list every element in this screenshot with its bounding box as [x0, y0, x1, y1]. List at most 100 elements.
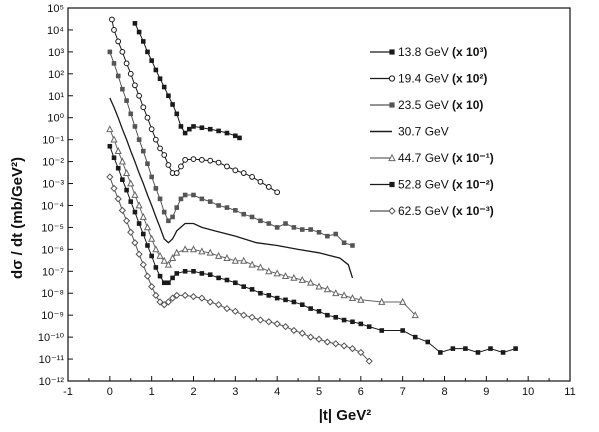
data-point	[266, 293, 272, 298]
y-tick-label: 10⁵	[47, 3, 64, 15]
data-point	[153, 67, 159, 73]
legend-label: 52.8 GeV (x 10⁻²)	[398, 178, 494, 192]
data-point	[348, 294, 357, 302]
data-point	[216, 203, 221, 208]
data-point	[166, 280, 171, 286]
data-point	[316, 309, 322, 314]
data-point	[388, 75, 396, 82]
data-point	[145, 49, 150, 55]
data-point	[438, 350, 443, 355]
data-point	[223, 253, 231, 261]
data-point	[135, 250, 143, 258]
legend-scale-factor: (x 10⁻²)	[452, 178, 494, 192]
data-point	[207, 272, 213, 277]
legend-entry: 62.5 GeV (x 10⁻³)	[370, 204, 494, 218]
y-tick-label: 10⁻⁷	[42, 266, 64, 278]
legend-label: 30.7 GeV	[398, 125, 449, 139]
data-point	[315, 282, 323, 290]
data-point	[266, 221, 272, 226]
data-point	[166, 218, 171, 224]
y-axis-title: dσ / dt (mb/GeV²)	[9, 157, 26, 279]
data-point	[341, 240, 347, 246]
data-point	[122, 168, 131, 176]
data-point	[115, 38, 122, 45]
series-line	[109, 176, 370, 362]
data-point	[233, 133, 238, 139]
data-point	[223, 304, 231, 313]
data-point	[340, 291, 348, 299]
data-point	[463, 346, 468, 351]
data-point	[127, 228, 135, 236]
data-point	[233, 280, 238, 286]
data-point	[256, 316, 265, 324]
data-point	[500, 350, 506, 355]
x-tick-label: 8	[441, 386, 447, 398]
data-point	[206, 248, 214, 256]
data-point	[153, 265, 159, 270]
data-point	[248, 313, 256, 321]
y-axis-ticks: 10⁻¹² 10⁻¹¹ 10⁻¹⁰ 10⁻⁹ 10⁻⁸ 10⁻⁷ 10⁻⁶ 10⁻⁵ 10⁻⁴ 1…	[38, 3, 73, 388]
series-30-7-gev	[109, 97, 354, 279]
series-23-5-gev	[107, 49, 355, 248]
data-point	[110, 184, 118, 193]
data-point	[366, 324, 372, 329]
data-point	[249, 214, 255, 220]
data-point	[152, 245, 160, 253]
data-point	[122, 217, 131, 225]
legend-entry: 52.8 GeV (x 10⁻²)	[370, 178, 494, 192]
data-point	[333, 315, 339, 320]
data-point	[124, 187, 129, 193]
data-point	[149, 174, 154, 180]
data-point	[139, 212, 147, 220]
x-tick-label: 3	[232, 386, 238, 398]
data-point	[170, 275, 175, 281]
series-44-7-gev	[106, 125, 419, 319]
data-point	[148, 283, 156, 291]
data-point	[290, 326, 298, 335]
y-tick-label: 10³	[48, 47, 64, 59]
x-tick-label: 2	[190, 386, 196, 398]
data-point	[115, 73, 121, 79]
data-point	[140, 104, 147, 111]
y-tick-label: 10¹	[48, 91, 64, 103]
data-point	[181, 291, 189, 299]
data-point	[143, 272, 152, 280]
legend-scale-factor: (x 10⁻³)	[452, 204, 494, 218]
data-point	[118, 206, 126, 214]
data-point	[173, 170, 180, 176]
data-point	[299, 302, 305, 308]
data-point	[168, 253, 177, 261]
x-axis-ticks: -1 0 1 2 3 4 5 6 7 8 9 10 11	[63, 376, 576, 398]
data-point	[412, 334, 418, 340]
data-point	[141, 231, 146, 237]
data-point	[143, 223, 152, 231]
data-point	[298, 275, 306, 283]
y-tick-label: 10⁻¹²	[39, 376, 65, 388]
data-point	[231, 256, 239, 264]
data-point	[182, 192, 188, 198]
x-tick-label: 5	[316, 386, 322, 398]
data-point	[161, 280, 167, 286]
data-point	[136, 29, 142, 35]
data-point	[450, 346, 456, 351]
y-tick-label: 10⁰	[47, 113, 64, 125]
data-point	[224, 205, 230, 210]
x-tick-label: 10	[522, 386, 534, 398]
data-point	[124, 98, 129, 103]
data-point	[160, 301, 168, 309]
data-point	[168, 294, 177, 302]
data-point	[291, 225, 297, 230]
data-point	[114, 195, 122, 203]
data-point	[307, 278, 315, 286]
y-tick-label: 10⁻²	[42, 157, 64, 169]
data-point	[274, 295, 280, 301]
data-point	[350, 243, 355, 248]
x-tick-label: 6	[358, 386, 364, 398]
y-tick-label: 10⁻¹¹	[39, 354, 65, 366]
data-point	[389, 102, 395, 108]
data-point	[106, 125, 114, 133]
data-point	[316, 229, 322, 235]
data-point	[170, 214, 175, 220]
data-point	[111, 155, 117, 161]
